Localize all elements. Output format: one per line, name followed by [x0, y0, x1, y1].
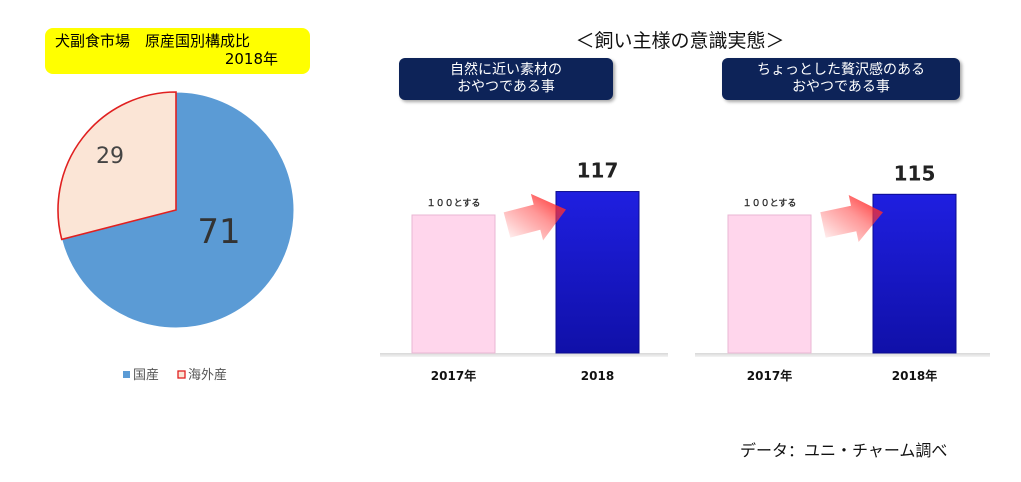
panel-header-2-line1: ちょっとした贅沢感のある	[757, 62, 925, 78]
bar-2018-1	[555, 191, 640, 354]
bar-data-label-2017-1: １００とする	[427, 198, 481, 209]
legend-label-overseas: 海外産	[188, 367, 227, 383]
source-note: データ：ユニ・チャーム調べ	[740, 441, 948, 460]
bar-2018-2	[872, 193, 957, 354]
trend-arrow-2	[820, 195, 883, 242]
panel-header-1-line1: 自然に近い素材の	[450, 62, 562, 78]
panel-header-2-line2: おやつである事	[792, 79, 890, 95]
bar-category-label-1-2: 2018	[581, 369, 614, 383]
pie-title-box: 犬副食市場 原産国別構成比 2018年	[45, 28, 310, 74]
panel-header-2: ちょっとした贅沢感のある おやつである事	[722, 58, 960, 100]
panel-header-1-line2: おやつである事	[457, 79, 555, 95]
pie-data-label-2: 29	[96, 144, 124, 169]
bar-2017-1	[411, 214, 496, 354]
bar-data-label-2017-2: １００とする	[743, 198, 797, 209]
legend-swatch-overseas	[177, 370, 186, 379]
bar-category-label-1-1: 2017年	[431, 368, 476, 383]
bar-baseline-1	[380, 353, 668, 357]
legend-swatch-domestic	[123, 371, 130, 378]
bar-category-label-2-2: 2018年	[892, 368, 937, 383]
panel-header-1: 自然に近い素材の おやつである事	[399, 58, 613, 100]
pie-slice-domestic	[61, 91, 295, 329]
bar-data-label-2018-2: 115	[894, 161, 936, 185]
bar-2017-2	[727, 214, 812, 354]
section-title: ＜飼い主様の意識実態＞	[575, 30, 785, 52]
pie-title-line1: 犬副食市場 原産国別構成比	[55, 32, 251, 50]
pie-title-line2: 2018年	[224, 50, 278, 68]
trend-arrow-1	[503, 193, 566, 241]
pie-slice-overseas	[57, 91, 177, 241]
legend-label-domestic: 国産	[133, 367, 159, 383]
bar-baseline-2	[695, 353, 990, 357]
pie-data-label-1: 71	[197, 212, 240, 252]
bar-data-label-2018-1: 117	[577, 159, 619, 183]
bar-category-label-2-1: 2017年	[747, 368, 792, 383]
